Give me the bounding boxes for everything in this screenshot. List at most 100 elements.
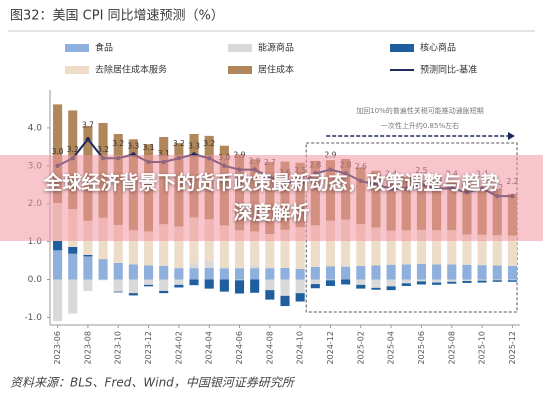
- bar-segment: [68, 253, 78, 280]
- line-point: [85, 137, 91, 142]
- data-label: 3.3: [127, 141, 139, 150]
- bar-segment: [159, 224, 169, 266]
- bar-segment: [325, 220, 336, 267]
- bar-segment: [371, 227, 381, 266]
- bar-segment: [159, 290, 169, 294]
- bar-segment: [386, 279, 396, 287]
- bar-segment: [462, 234, 472, 265]
- y-tick-label: 0.0: [28, 275, 43, 285]
- bar-segment: [447, 279, 457, 282]
- bar-segment: [144, 279, 154, 285]
- bar-segment: [295, 293, 305, 302]
- y-tick-label: 1.0: [28, 237, 43, 247]
- bar-segment: [83, 279, 93, 291]
- bar-segment: [234, 279, 245, 281]
- legend-label: 去除居住成本服务: [95, 64, 167, 76]
- x-tick-label: 2024-02: [174, 331, 183, 364]
- bar-segment: [128, 293, 138, 296]
- x-tick-label: 2024-04: [205, 331, 214, 364]
- x-tick-label: 2024-10: [296, 331, 305, 364]
- bar-segment: [462, 264, 472, 280]
- y-tick-label: -1.0: [24, 313, 42, 323]
- bar-segment: [174, 279, 184, 285]
- bar-segment: [174, 284, 184, 288]
- x-tick-label: 2025-10: [478, 331, 487, 364]
- bar-segment: [174, 268, 184, 280]
- legend-label: 能源商品: [258, 42, 294, 54]
- source: 资料来源：BLS、Fred、Wind，中国银河证券研究所: [10, 376, 296, 390]
- bar-segment: [356, 279, 366, 285]
- annotation-arrowhead: [508, 132, 515, 140]
- bar-segment: [53, 240, 63, 251]
- annotation: 一次性上升约0.85%左右: [381, 121, 459, 130]
- bar-segment: [219, 279, 229, 292]
- legend-label: 核心商品: [420, 42, 456, 54]
- bar-segment: [477, 280, 487, 283]
- data-label: 3.2: [203, 139, 215, 148]
- bar-segment: [113, 279, 123, 292]
- bar-segment: [280, 279, 290, 296]
- bar-segment: [341, 219, 351, 266]
- bar-segment: [416, 229, 426, 264]
- bar-segment: [295, 227, 305, 269]
- data-label: 3.7: [82, 120, 94, 129]
- bar-segment: [83, 254, 93, 257]
- bar-segment: [98, 259, 108, 280]
- bar-segment: [234, 230, 245, 269]
- bar-segment: [234, 280, 245, 294]
- legend-swatch: [65, 44, 89, 52]
- data-label: 3.2: [112, 139, 124, 148]
- bar-segment: [128, 230, 138, 265]
- bar-segment: [250, 231, 260, 266]
- bar-segment: [325, 279, 336, 281]
- bar-segment: [371, 287, 381, 290]
- bar-segment: [204, 279, 214, 289]
- bar-segment: [53, 279, 63, 322]
- x-tick-label: 2025-08: [447, 331, 456, 364]
- bar-segment: [204, 260, 214, 268]
- bar-segment: [401, 264, 411, 280]
- legend-swatch: [228, 44, 252, 52]
- bar-segment: [492, 265, 502, 280]
- bar-segment: [462, 279, 472, 282]
- bar-segment: [401, 279, 411, 284]
- bar-segment: [432, 282, 442, 285]
- bar-segment: [507, 265, 517, 280]
- bar-segment: [416, 263, 426, 280]
- bar-segment: [219, 268, 229, 280]
- legend-label: 居住成本: [258, 64, 294, 76]
- bar-segment: [447, 230, 457, 265]
- x-tick-label: 2023-10: [114, 331, 123, 364]
- bar-segment: [113, 291, 123, 293]
- bar-segment: [492, 279, 502, 281]
- bar-segment: [432, 230, 442, 265]
- bar-segment: [507, 280, 517, 282]
- bar-segment: [83, 256, 93, 280]
- data-label: 3.0: [52, 147, 64, 156]
- x-tick-label: 2025-04: [387, 331, 396, 364]
- bar-segment: [280, 267, 290, 280]
- bar-segment: [310, 225, 320, 268]
- bar-segment: [447, 264, 457, 280]
- bar-segment: [416, 279, 426, 282]
- x-tick-label: 2025-02: [356, 331, 365, 364]
- bar-segment: [371, 265, 381, 280]
- bar-segment: [416, 281, 426, 285]
- bar-segment: [432, 279, 442, 283]
- bar-segment: [462, 281, 472, 283]
- bar-segment: [310, 279, 320, 285]
- bar-segment: [98, 279, 108, 281]
- bar-segment: [341, 279, 351, 285]
- bar-segment: [68, 279, 78, 314]
- bar-segment: [325, 280, 336, 286]
- x-tick-label: 2025-06: [417, 331, 426, 364]
- bar-segment: [265, 268, 275, 280]
- bar-segment: [265, 234, 275, 269]
- bar-segment: [144, 284, 154, 287]
- data-label: 3.2: [67, 145, 79, 154]
- x-tick-label: 2025-12: [508, 331, 517, 364]
- x-tick-label: 2023-08: [83, 331, 92, 364]
- bar-segment: [447, 281, 457, 284]
- x-tick-label: 2024-06: [235, 331, 244, 364]
- bar-segment: [128, 279, 138, 294]
